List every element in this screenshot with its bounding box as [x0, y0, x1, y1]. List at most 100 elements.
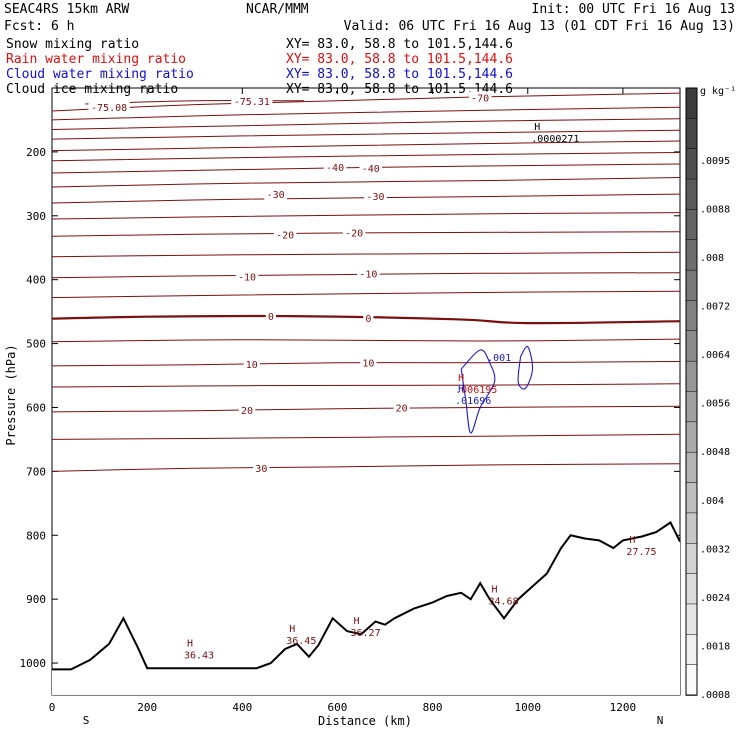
- contour-label: -75.08: [91, 103, 127, 114]
- isotherm-line: [51, 129, 681, 140]
- maximum-value: 27.75: [626, 547, 656, 558]
- colorbar-tick-label: .0056: [700, 399, 730, 410]
- maximum-value: .0000271: [531, 134, 579, 145]
- cloud-water-contour: [517, 345, 534, 390]
- isotherm-line: [51, 152, 681, 162]
- terrain-mask: [52, 522, 680, 695]
- contour-label-bg: [468, 91, 492, 104]
- contour-label: 10: [362, 359, 374, 370]
- contour-label: 0: [365, 314, 371, 325]
- colorbar-segment: [685, 148, 698, 180]
- y-tick-label: 400: [26, 274, 46, 287]
- colorbar-segment: [685, 603, 698, 636]
- contour-label: -20: [345, 228, 363, 239]
- colorbar-segment: [685, 118, 698, 150]
- colorbar-segment: [685, 391, 698, 423]
- contour-label: 20: [241, 406, 253, 417]
- field-xy-range: XY= 83.0, 58.8 to 101.5,144.6: [286, 52, 513, 67]
- colorbar-tick-label: .0048: [700, 447, 730, 458]
- isotherm-line: [51, 106, 681, 121]
- colorbar-tick-label: .0095: [700, 156, 730, 167]
- isotherm-line: [51, 177, 681, 188]
- maximum-value: .006195: [455, 385, 497, 396]
- contour-label-bg: [88, 101, 130, 114]
- maximum-marker: H: [534, 122, 540, 133]
- isotherm-line: [51, 338, 681, 343]
- contour-label-bg: [265, 310, 276, 323]
- isotherm-line: [51, 361, 681, 367]
- field-name: Snow mixing ratio: [6, 37, 139, 52]
- colorbar-tick-label: .0064: [700, 350, 730, 361]
- contour-label-bg: [273, 228, 297, 241]
- contour-label: -20: [276, 230, 294, 241]
- maximum-value: 36.43: [184, 650, 214, 661]
- isotherm-line: [51, 463, 681, 472]
- maximum-marker: H: [187, 638, 193, 649]
- colorbar-segment: [685, 330, 698, 362]
- isotherm-line: [51, 272, 681, 279]
- y-tick-label: 800: [26, 529, 46, 542]
- maximum-value: 34.68: [488, 597, 518, 608]
- maximum-value: .01696: [455, 396, 491, 407]
- colorbar-segment: [685, 209, 698, 241]
- y-tick-label: 300: [26, 210, 46, 223]
- contour-label: 0: [268, 312, 274, 323]
- y-axis-label: Pressure (hPa): [4, 344, 18, 445]
- forecast-hour: Fcst: 6 h: [4, 19, 74, 34]
- contour-label: -40: [362, 164, 380, 175]
- field-xy-range: XY= 83.0, 58.8 to 101.5,144.6: [286, 67, 513, 82]
- colorbar-tick-label: .0072: [700, 302, 730, 313]
- field-xy-range: XY= 83.0, 58.8 to 101.5,144.6: [286, 37, 513, 52]
- colorbar-segment: [685, 573, 698, 605]
- y-tick-label: 1000: [20, 657, 47, 670]
- contour-label-bg: [253, 462, 270, 475]
- contour-label-bg: [264, 188, 287, 201]
- y-tick-label: 700: [26, 465, 46, 478]
- x-tick-label: 200: [137, 701, 157, 714]
- contour-label: -75.31: [234, 97, 270, 108]
- maximum-marker: H: [289, 624, 295, 635]
- x-tick-label: 1000: [515, 701, 542, 714]
- valid-time: Valid: 06 UTC Fri 16 Aug 13 (01 CDT Fri …: [344, 19, 735, 34]
- x-tick-label: 400: [232, 701, 252, 714]
- isotherm-line: [51, 405, 681, 413]
- contour-label: -30: [366, 192, 384, 203]
- x-tick-label: 800: [423, 701, 443, 714]
- isotherm-line: [51, 92, 681, 112]
- field-name: Cloud water mixing ratio: [6, 67, 194, 82]
- contour-label-bg: [342, 226, 366, 239]
- field-name: Rain water mixing ratio: [6, 52, 186, 67]
- isotherm-line: [51, 140, 681, 152]
- y-tick-label: 500: [26, 338, 46, 351]
- contour-label-bg: [235, 270, 259, 283]
- isotherm-line: [51, 433, 681, 440]
- field-xy-range: XY= 83.0, 58.8 to 101.5,144.6: [286, 82, 513, 97]
- maximum-marker: H: [629, 535, 635, 546]
- colorbar-segment: [685, 360, 698, 393]
- colorbar-border: [685, 87, 698, 696]
- colorbar-segment: [685, 178, 698, 211]
- contour-label: -30: [267, 190, 285, 201]
- x-tick-label: 1200: [610, 701, 637, 714]
- x-tick-label: 0: [49, 701, 56, 714]
- colorbar-segment: [685, 512, 698, 545]
- isotherm-line: [51, 290, 681, 299]
- colorbar-segment: [685, 634, 698, 666]
- contour-label-bg: [357, 267, 380, 280]
- colorbar-segment: [685, 239, 698, 271]
- colorbar-tick-label: .0024: [700, 593, 730, 604]
- maximum-marker: H: [458, 384, 464, 395]
- maximum-marker: H: [491, 585, 497, 596]
- terrain-line: [52, 521, 681, 671]
- contour-label: -70: [471, 94, 489, 105]
- maximum-value: 36.45: [286, 636, 316, 647]
- contour-label: 20: [396, 403, 408, 414]
- contour-label: -10: [359, 269, 377, 280]
- colorbar-tick-label: .008: [700, 253, 724, 264]
- colorbar-unit: g kg⁻¹: [700, 86, 736, 97]
- y-tick-label: 200: [26, 146, 46, 159]
- isotherm-line: [51, 231, 681, 237]
- colorbar-tick-label: .0088: [700, 204, 730, 215]
- maximum-marker: H: [458, 373, 464, 384]
